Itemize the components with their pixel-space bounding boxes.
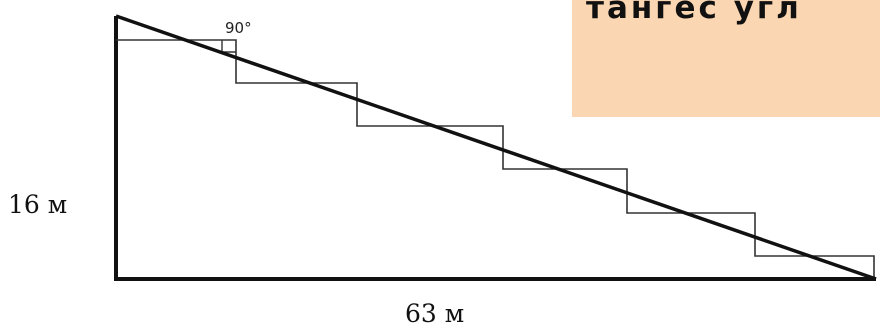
callout-text: тангес угл [586, 0, 802, 26]
right-angle-marker [221, 40, 236, 53]
angle-label: 90° [225, 19, 252, 37]
height-label: 16 м [8, 190, 67, 219]
callout-box: тангес угл [572, 0, 880, 117]
base-label: 63 м [405, 299, 464, 327]
stair-steps [116, 39, 875, 279]
triangle-hypotenuse [115, 14, 877, 281]
